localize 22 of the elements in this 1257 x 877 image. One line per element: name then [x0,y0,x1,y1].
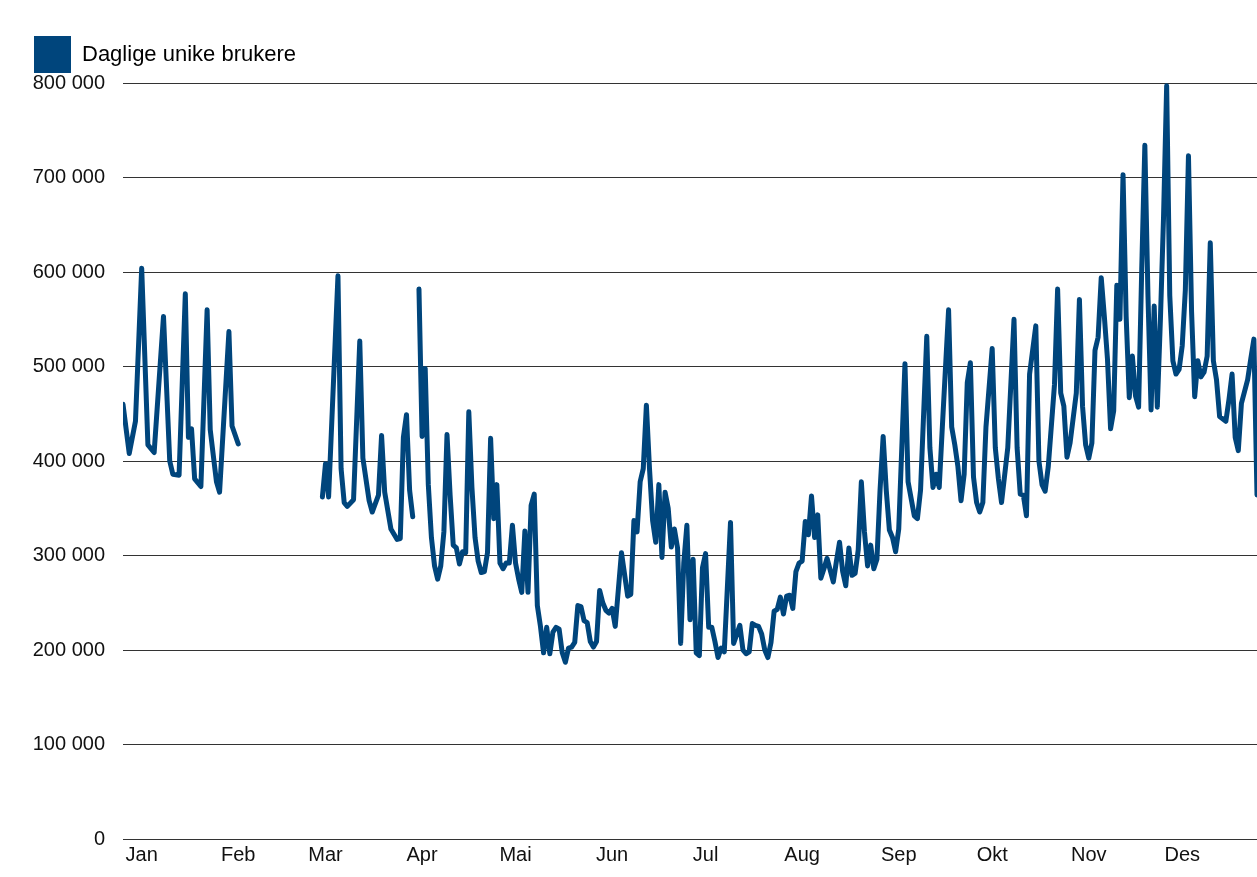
y-tick-label: 100 000 [32,732,105,755]
x-tick-label: Feb [221,842,256,865]
x-tick-label: Jan [125,842,158,865]
y-tick-label: 300 000 [32,543,105,566]
x-tick-label: Okt [976,842,1009,865]
y-tick-label: 400 000 [32,448,105,471]
x-tick-label: Sep [880,842,917,865]
y-tick-label: 700 000 [32,165,105,188]
y-tick-label: 200 000 [32,637,105,660]
y-tick-label: 500 000 [32,354,105,377]
x-tick-label: Aug [784,842,820,865]
x-tick-label: Mai [499,842,532,865]
x-tick-label: Jul [692,842,719,865]
x-tick-label: Apr [406,842,438,865]
x-tick-label: Jun [595,842,629,865]
x-tick-label: Nov [1070,842,1107,865]
legend-label: Daglige unike brukere [82,40,297,66]
x-tick-label: Mar [308,842,344,865]
y-tick-label: 600 000 [32,259,105,282]
x-tick-label: Des [1164,842,1201,865]
y-tick-label: 0 [93,826,105,849]
y-tick-label: 800 000 [32,70,105,93]
